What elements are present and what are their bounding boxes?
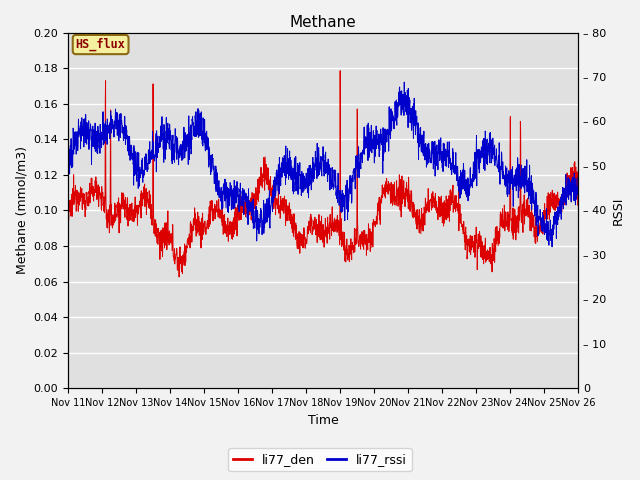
Title: Methane: Methane [290,15,356,30]
Y-axis label: RSSI: RSSI [612,196,625,225]
X-axis label: Time: Time [308,414,339,427]
Y-axis label: Methane (mmol/m3): Methane (mmol/m3) [15,146,28,275]
Text: HS_flux: HS_flux [76,38,125,51]
Legend: li77_den, li77_rssi: li77_den, li77_rssi [228,448,412,471]
